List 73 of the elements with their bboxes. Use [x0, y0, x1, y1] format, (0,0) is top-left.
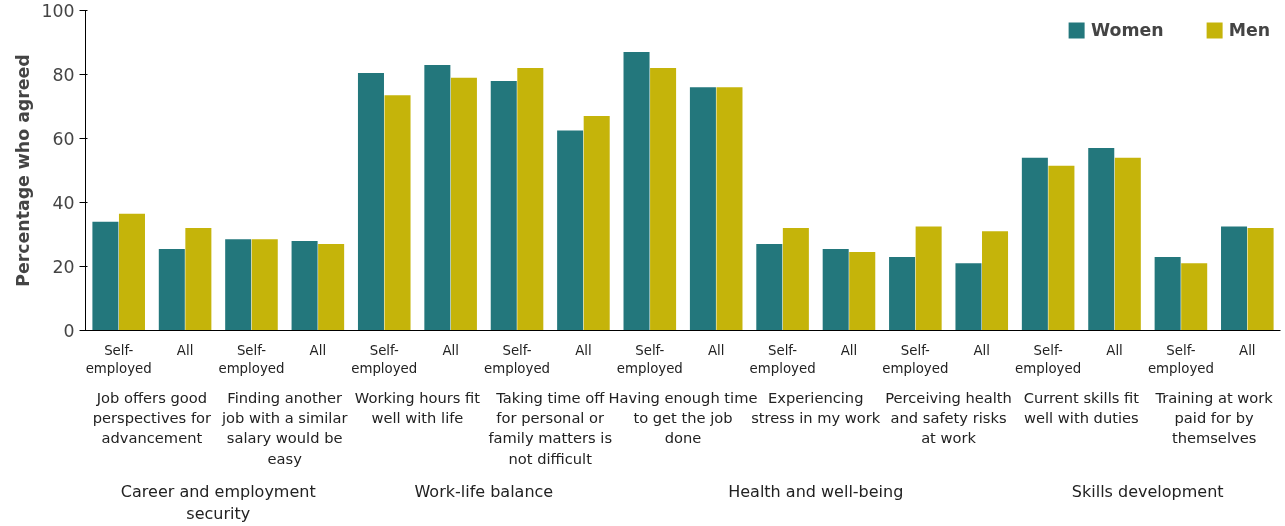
x-tick-label: Self-employed [85, 342, 152, 376]
x-tick-label: All [1106, 342, 1123, 358]
x-tick-label: Self-employed [1015, 342, 1082, 376]
legend-label: Men [1228, 20, 1270, 40]
y-tick-label: 60 [52, 129, 75, 149]
x-tick-label: Self-employed [1147, 342, 1214, 376]
bar [623, 52, 650, 331]
bar [384, 95, 411, 331]
bar [517, 68, 544, 331]
bar [650, 68, 677, 331]
bar [251, 239, 278, 331]
x-tick-label: All [575, 342, 592, 358]
x-tick-label: Self-employed [616, 342, 683, 376]
bar [889, 256, 916, 331]
bar [782, 228, 809, 331]
bar [92, 221, 119, 331]
bar [1154, 256, 1181, 331]
x-tick-label: All [309, 342, 327, 358]
x-tick-label: Self-employed [749, 342, 816, 376]
bar [185, 228, 212, 331]
bar [955, 263, 982, 331]
bar [1088, 148, 1115, 331]
text: Work-life balance [414, 481, 554, 501]
bar [982, 231, 1009, 331]
y-tick-label: 40 [52, 193, 75, 213]
text: Finding another job with a similar salary would be easy [220, 388, 349, 467]
bar [450, 77, 477, 331]
y-axis-title: Percentage who agreed [13, 54, 34, 287]
y-tick-label: 20 [52, 257, 75, 277]
bar [915, 226, 942, 331]
text: Working hours fit well with life [354, 388, 481, 426]
text: Health and well-being [728, 481, 904, 501]
bar [716, 87, 743, 331]
x-tick-label: All [1239, 342, 1256, 358]
bar [1181, 263, 1208, 331]
bar [583, 116, 610, 331]
bar [158, 248, 185, 331]
x-tick-label: All [840, 342, 858, 358]
bar [424, 64, 451, 331]
bar [849, 252, 876, 331]
bar [1114, 157, 1141, 331]
legend-label: Women [1091, 20, 1164, 40]
bar [822, 248, 849, 331]
bar [118, 213, 145, 331]
x-tick-label: Self-employed [484, 342, 551, 376]
text: Career and employment security [120, 481, 316, 524]
bar [291, 240, 318, 331]
text: Current skills fit well with duties [1023, 388, 1140, 426]
bar [357, 72, 384, 331]
x-tick-label: All [707, 342, 725, 358]
bar [1048, 165, 1075, 331]
bar [1221, 226, 1248, 331]
x-tick-label: Self-employed [351, 342, 418, 376]
x-tick-label: All [442, 342, 459, 358]
x-tick-label: Self-employed [882, 342, 949, 376]
x-tick-label: All [973, 342, 991, 358]
text: Perceiving health and safety risks at work [885, 388, 1012, 447]
text: Job offers good perspectives for advancement [92, 388, 213, 447]
x-tick-label: All [176, 342, 194, 358]
bar [318, 244, 345, 331]
bar [689, 87, 716, 331]
y-tick-label: 0 [63, 321, 75, 341]
bar [557, 130, 584, 331]
bar [225, 239, 252, 331]
y-tick-label: 80 [52, 65, 75, 85]
text: Training at work paid for by themselves [1154, 388, 1274, 447]
bar [756, 244, 783, 331]
bar [490, 80, 517, 331]
x-tick-label: Self-employed [218, 342, 285, 376]
bar [1021, 157, 1048, 331]
text: Skills development [1071, 481, 1224, 501]
bar [1247, 228, 1274, 331]
y-tick-label: 100 [41, 1, 75, 21]
